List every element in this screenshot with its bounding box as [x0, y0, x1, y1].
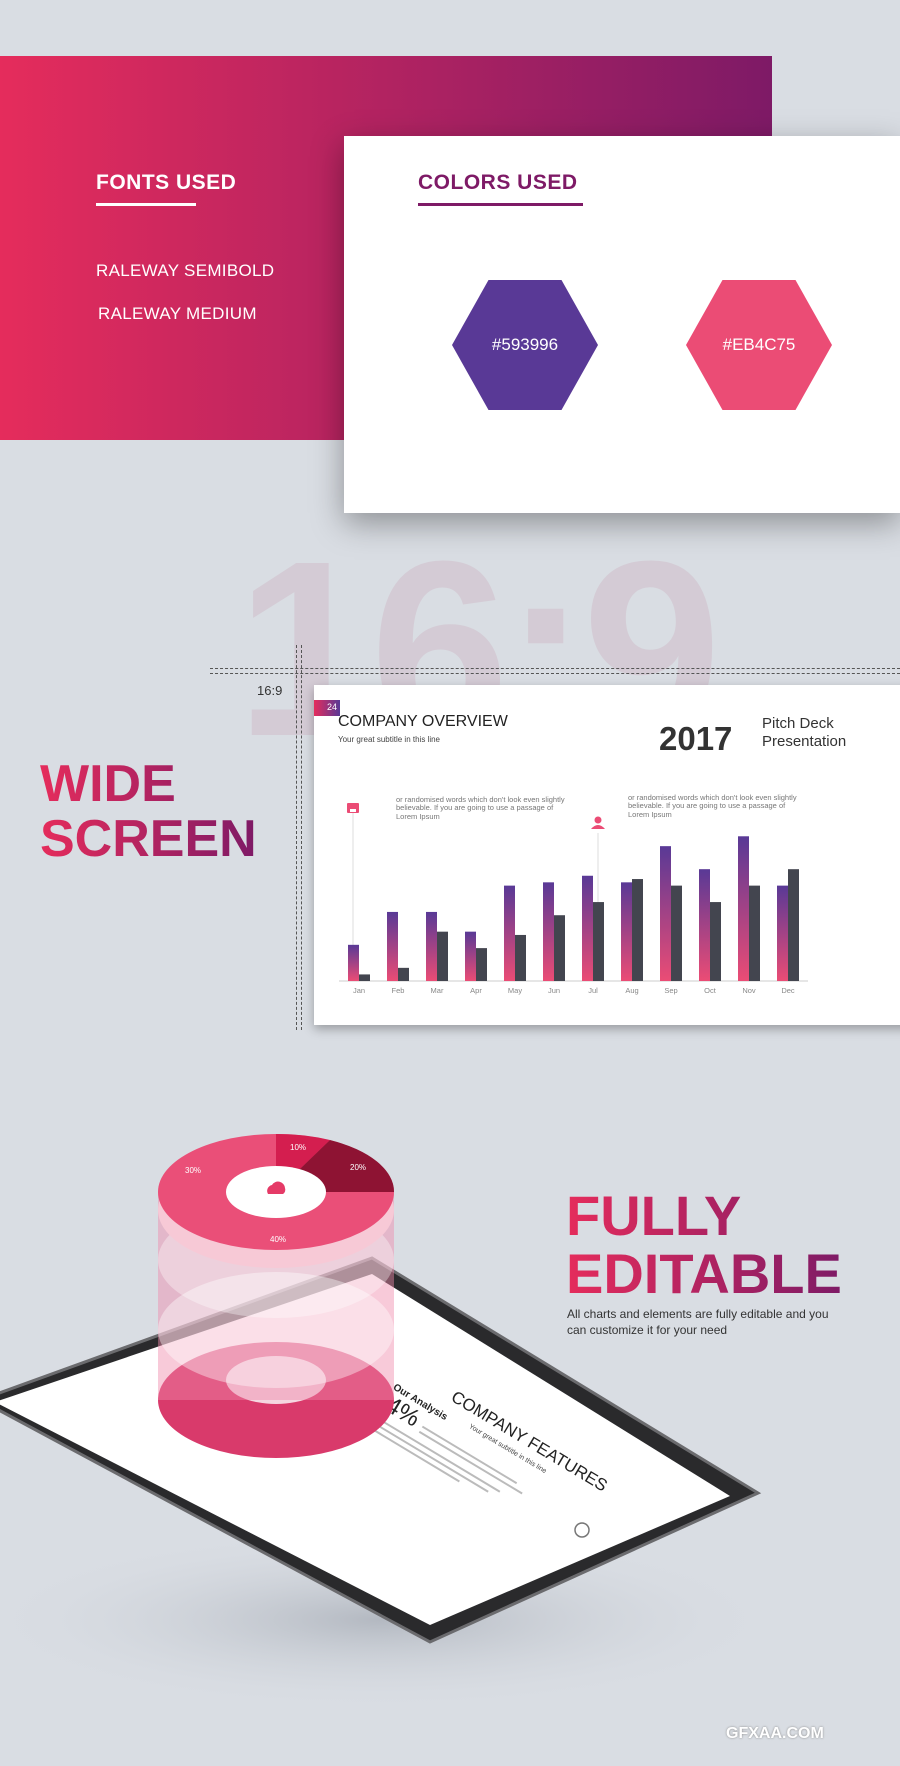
desc-line: can customize it for your need	[567, 1323, 728, 1338]
x-tick-label: Feb	[392, 986, 405, 995]
bar-feb-series1	[387, 911, 398, 981]
cloud-icon	[267, 1181, 286, 1194]
colors-underline	[418, 203, 583, 206]
guide-line	[296, 645, 297, 1030]
pie-label: 20%	[350, 1163, 366, 1172]
x-tick-label: Dec	[781, 986, 795, 995]
x-tick-label: Sep	[664, 986, 677, 995]
color-swatch: #EB4C75	[686, 280, 832, 410]
bar-dec-series2	[788, 869, 799, 981]
pie-label: 10%	[290, 1143, 306, 1152]
bar-nov-series1	[738, 836, 749, 981]
bar-dec-series1	[777, 885, 788, 981]
bar-feb-series2	[398, 967, 409, 981]
chart-note: or randomised words which don't look eve…	[628, 793, 797, 819]
fully-editable-heading: FULLY EDITABLE	[566, 1188, 842, 1302]
x-tick-label: May	[508, 986, 522, 995]
slide-year: 2017	[659, 720, 733, 757]
x-tick-label: Aug	[625, 986, 638, 995]
x-tick-label: Oct	[704, 986, 717, 995]
bar-jul-series1	[582, 875, 593, 981]
x-tick-label: Jul	[588, 986, 598, 995]
deck-line: Pitch Deck	[762, 715, 834, 732]
bar-mar-series1	[426, 911, 437, 981]
guide-line	[210, 668, 900, 669]
bar-mar-series2	[437, 931, 448, 981]
bar-jan-series1	[348, 944, 359, 981]
heading-line: FULLY	[566, 1184, 742, 1247]
bar-nov-series2	[749, 885, 760, 981]
bar-jun-series1	[543, 882, 554, 981]
pie-label: 40%	[270, 1235, 286, 1244]
x-tick-label: Jun	[548, 986, 560, 995]
chart-note: or randomised words which don't look eve…	[396, 795, 565, 821]
heading-line: WIDE	[40, 755, 176, 813]
bar-apr-series2	[476, 948, 487, 981]
guide-line	[210, 673, 900, 674]
bar-jul-series2	[593, 902, 604, 981]
fully-editable-description: All charts and elements are fully editab…	[567, 1306, 829, 1338]
bar-sep-series1	[660, 846, 671, 981]
bar-jun-series2	[554, 915, 565, 981]
slide-title: COMPANY OVERVIEW	[338, 713, 508, 730]
colors-card: COLORS USED #593996 #EB4C75	[344, 136, 900, 513]
page-badge: 24	[314, 700, 340, 716]
slide-deck-title: Pitch Deck Presentation	[762, 715, 846, 751]
home-button	[574, 1522, 590, 1538]
ratio-label: 16:9	[257, 683, 283, 698]
x-tick-label: Apr	[470, 986, 482, 995]
font-item: RALEWAY MEDIUM	[98, 304, 257, 323]
bar-jan-series2	[359, 974, 370, 981]
bar-aug-series1	[621, 882, 632, 981]
store-icon	[347, 803, 359, 813]
deck-line: Presentation	[762, 733, 847, 750]
pie-bottom-center	[226, 1356, 326, 1404]
desc-line: All charts and elements are fully editab…	[567, 1307, 829, 1321]
bar-may-series2	[515, 934, 526, 981]
wide-screen-heading: WIDE SCREEN	[40, 758, 257, 865]
font-item: RALEWAY SEMIBOLD	[96, 261, 275, 280]
x-tick-label: Mar	[431, 986, 444, 995]
heading-line: EDITABLE	[566, 1242, 842, 1305]
heading-line: SCREEN	[40, 810, 257, 868]
slide-preview: 24 COMPANY OVERVIEW Your great subtitle …	[314, 685, 900, 1025]
x-tick-label: Jan	[353, 986, 365, 995]
bar-oct-series2	[710, 902, 721, 981]
tablet-screen	[0, 1274, 730, 1625]
site-logo: GFXAA.COM	[726, 1725, 824, 1742]
bar-may-series1	[504, 885, 515, 981]
tablet-body-text	[356, 1408, 523, 1495]
slide-subtitle: Your great subtitle in this line	[338, 735, 440, 744]
fonts-title: FONTS USED	[96, 171, 237, 194]
bar-chart: Jan Feb Mar Apr May Jun Jul Aug Sep Oct Nov Dec	[339, 803, 808, 995]
bar-aug-series2	[632, 879, 643, 981]
fonts-underline	[96, 203, 196, 206]
color-swatch: #593996	[452, 280, 598, 410]
bar-sep-series2	[671, 885, 682, 981]
bar-oct-series1	[699, 869, 710, 981]
x-tick-label: Nov	[742, 986, 756, 995]
fonts-section: FONTS USED RALEWAY SEMIBOLD RALEWAY MEDI…	[96, 171, 274, 324]
guide-line	[301, 645, 302, 1030]
colors-title: COLORS USED	[418, 171, 578, 194]
bar-apr-series1	[465, 931, 476, 981]
tablet-scene: COMPANY FEATURES Your great subtitle in …	[0, 1133, 780, 1710]
user-icon	[591, 816, 605, 829]
pie-label: 30%	[185, 1166, 201, 1175]
